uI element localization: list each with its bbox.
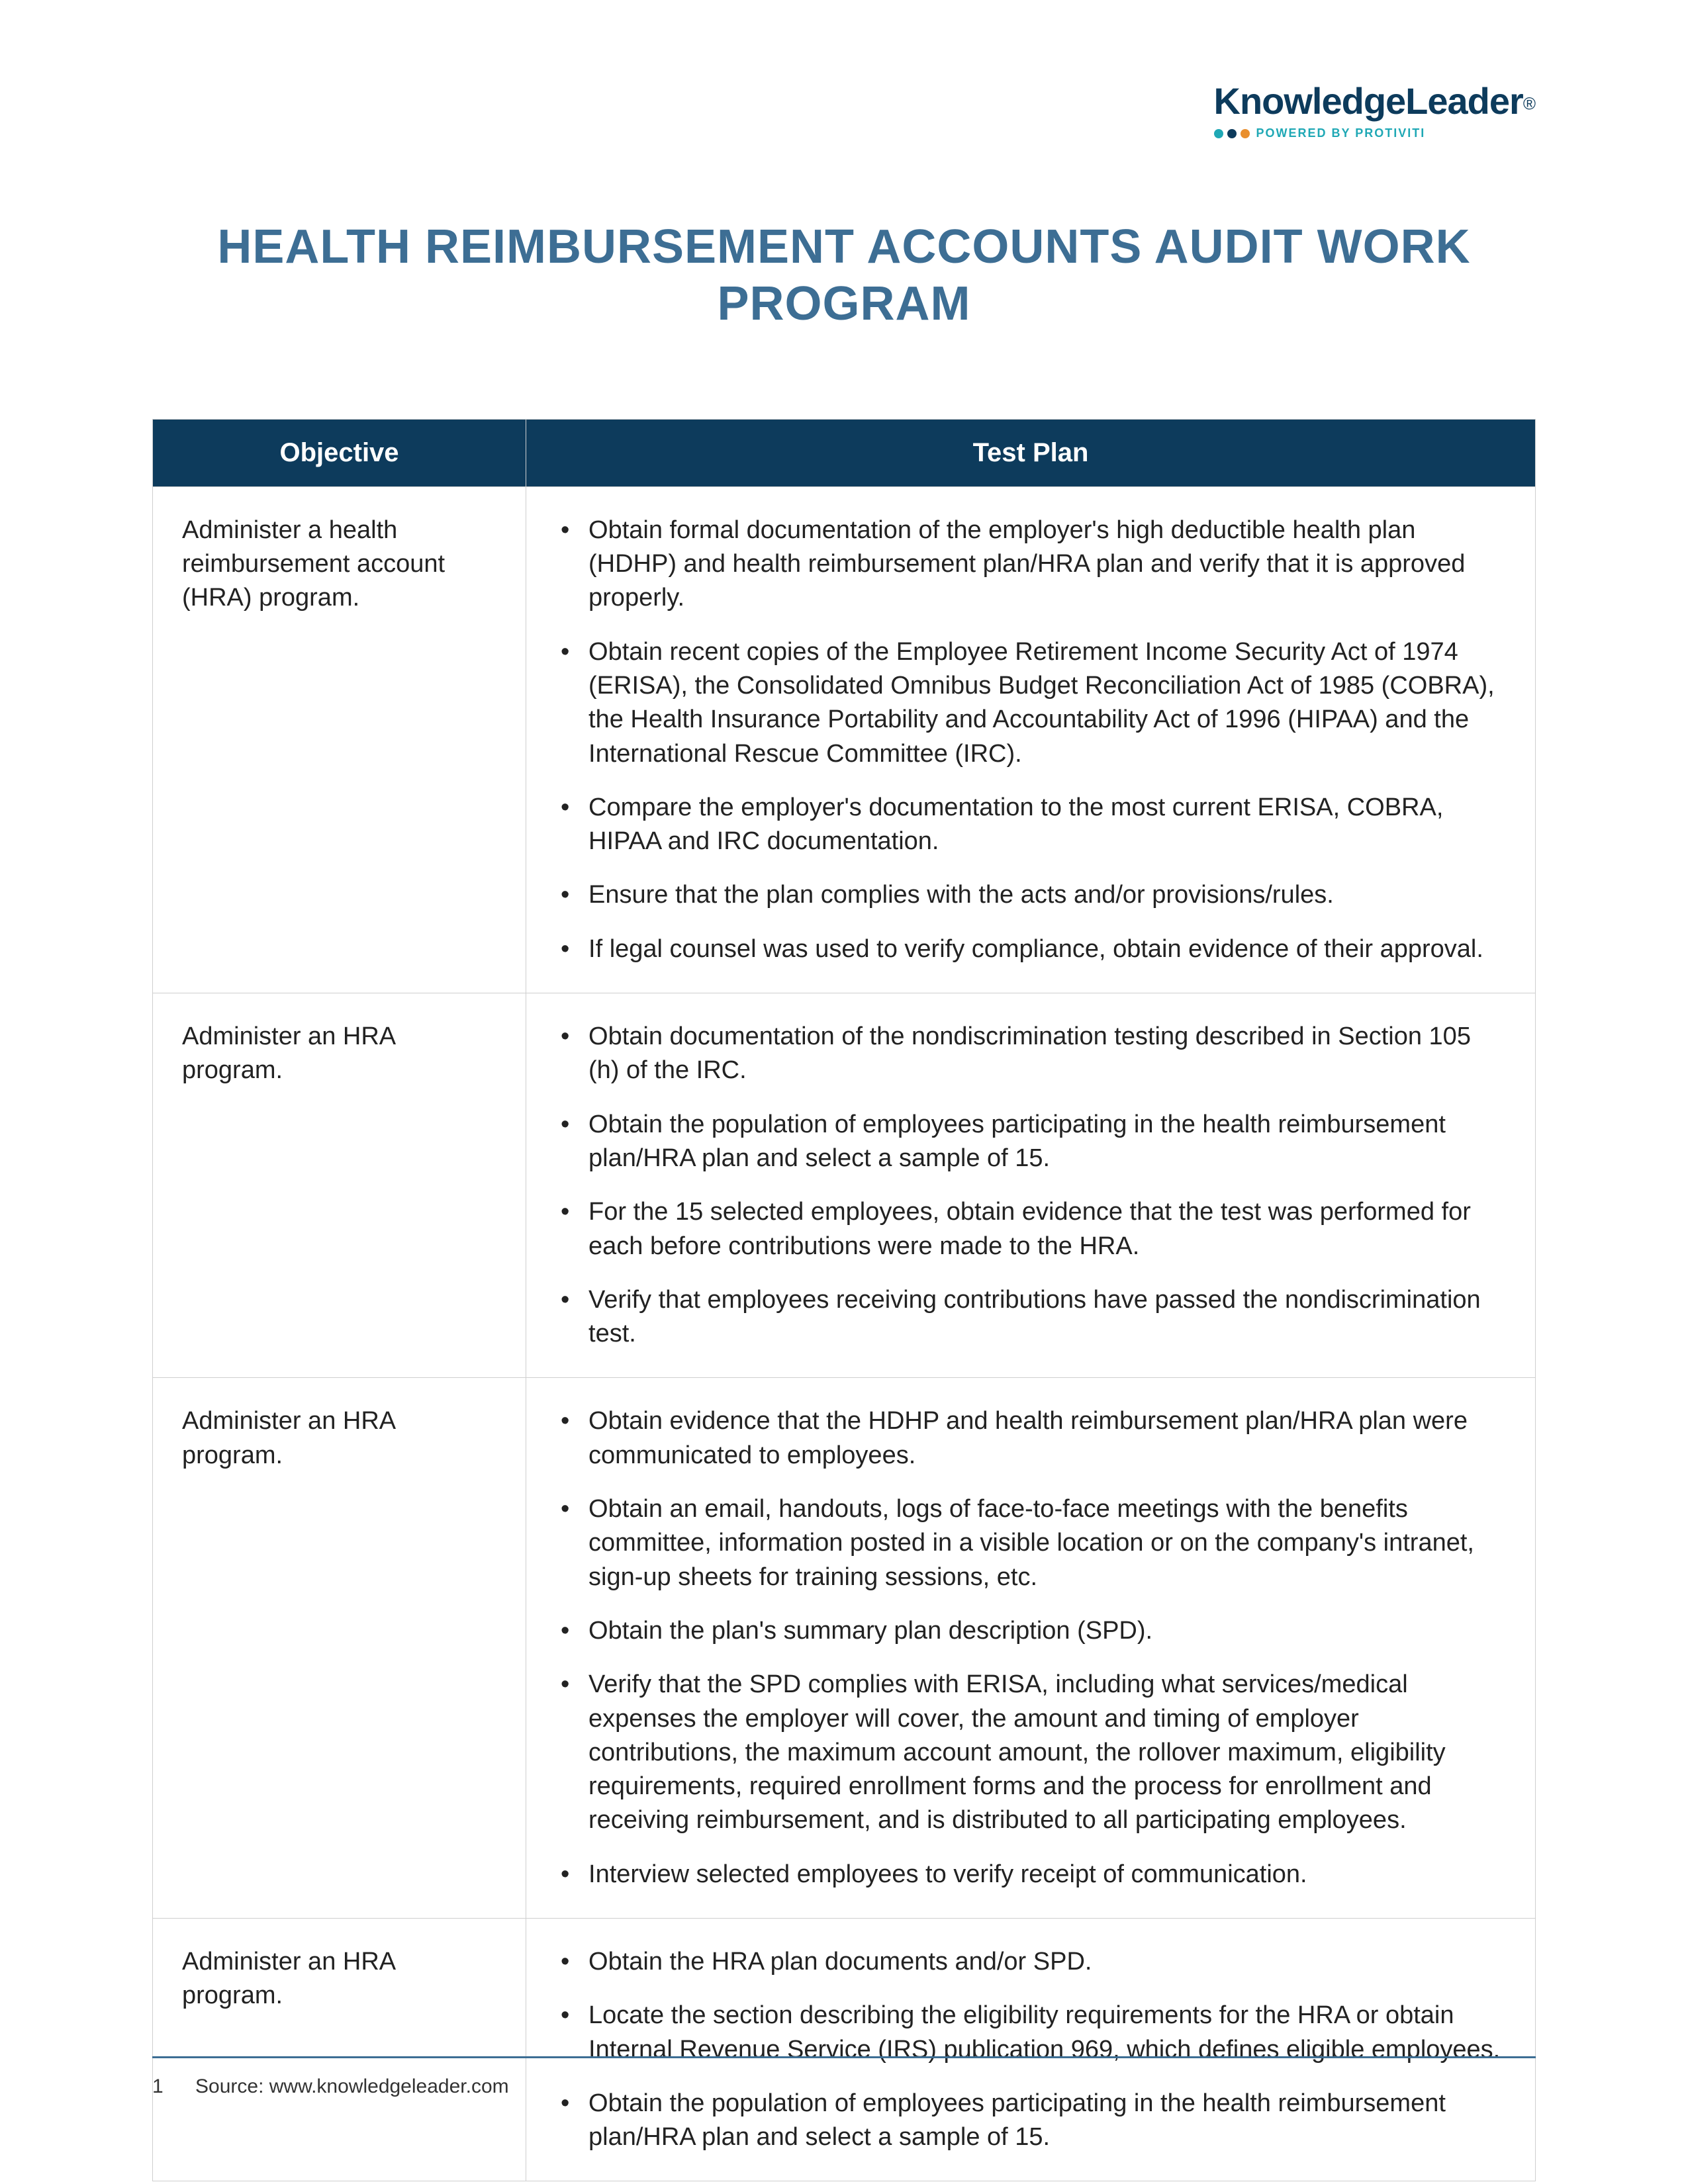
testplan-item: Interview selected employees to verify r… <box>555 1858 1506 1891</box>
table-row: Administer a health reimbursement accoun… <box>153 486 1536 993</box>
objective-cell: Administer a health reimbursement accoun… <box>153 486 526 993</box>
testplan-item: Obtain evidence that the HDHP and health… <box>555 1404 1506 1473</box>
testplan-cell: Obtain evidence that the HDHP and health… <box>526 1378 1536 1919</box>
logo-powered-text: POWERED BY PROTIVITI <box>1256 126 1426 140</box>
objective-cell: Administer an HRA program. <box>153 1378 526 1919</box>
audit-table: Objective Test Plan Administer a health … <box>152 419 1536 2182</box>
footer-source: Source: www.knowledgeleader.com <box>195 2075 509 2097</box>
page-number: 1 <box>152 2075 164 2097</box>
testplan-item: If legal counsel was used to verify comp… <box>555 933 1506 966</box>
testplan-item: Ensure that the plan complies with the a… <box>555 878 1506 912</box>
logo-subline: POWERED BY PROTIVITI <box>1214 126 1536 140</box>
testplan-item: Obtain formal documentation of the emplo… <box>555 514 1506 615</box>
testplan-list: Obtain the HRA plan documents and/or SPD… <box>555 1945 1506 2154</box>
testplan-item: Verify that employees receiving contribu… <box>555 1283 1506 1351</box>
testplan-item: Verify that the SPD complies with ERISA,… <box>555 1668 1506 1837</box>
dot-icon <box>1214 129 1223 138</box>
testplan-item: Obtain an email, handouts, logs of face-… <box>555 1492 1506 1594</box>
testplan-item: Obtain the population of employees parti… <box>555 1108 1506 1176</box>
testplan-item: Obtain recent copies of the Employee Ret… <box>555 635 1506 771</box>
testplan-item: For the 15 selected employees, obtain ev… <box>555 1195 1506 1263</box>
logo-text: KnowledgeLeader <box>1214 80 1523 122</box>
table-row: Administer an HRA program. Obtain the HRA… <box>153 1918 1536 2181</box>
testplan-item: Obtain documentation of the nondiscrimin… <box>555 1020 1506 1088</box>
objective-cell: Administer an HRA program. <box>153 993 526 1378</box>
column-header-objective: Objective <box>153 419 526 486</box>
table-row: Administer an HRA program. Obtain documen… <box>153 993 1536 1378</box>
testplan-cell: Obtain formal documentation of the emplo… <box>526 486 1536 993</box>
testplan-list: Obtain evidence that the HDHP and health… <box>555 1404 1506 1891</box>
brand-logo: KnowledgeLeader® POWERED BY PROTIVITI <box>1214 79 1536 140</box>
document-page: KnowledgeLeader® POWERED BY PROTIVITI HE… <box>0 0 1688 2184</box>
testplan-item: Compare the employer's documentation to … <box>555 791 1506 859</box>
footer-divider <box>152 2056 1536 2058</box>
testplan-item: Obtain the plan's summary plan descripti… <box>555 1614 1506 1648</box>
logo-registered: ® <box>1523 94 1536 114</box>
testplan-item: Obtain the HRA plan documents and/or SPD… <box>555 1945 1506 1979</box>
objective-cell: Administer an HRA program. <box>153 1918 526 2181</box>
footer-text: 1 Source: www.knowledgeleader.com <box>152 2075 1536 2098</box>
column-header-testplan: Test Plan <box>526 419 1536 486</box>
dot-icon <box>1227 129 1237 138</box>
page-title: HEALTH REIMBURSEMENT ACCOUNTS AUDIT WORK… <box>152 218 1536 333</box>
logo-dots-icon <box>1214 129 1250 138</box>
table-row: Administer an HRA program. Obtain evidenc… <box>153 1378 1536 1919</box>
page-footer: 1 Source: www.knowledgeleader.com <box>152 2056 1536 2098</box>
testplan-list: Obtain documentation of the nondiscrimin… <box>555 1020 1506 1351</box>
table-body: Administer a health reimbursement accoun… <box>153 486 1536 2181</box>
testplan-list: Obtain formal documentation of the emplo… <box>555 514 1506 966</box>
table-header-row: Objective Test Plan <box>153 419 1536 486</box>
testplan-cell: Obtain documentation of the nondiscrimin… <box>526 993 1536 1378</box>
dot-icon <box>1241 129 1250 138</box>
testplan-cell: Obtain the HRA plan documents and/or SPD… <box>526 1918 1536 2181</box>
